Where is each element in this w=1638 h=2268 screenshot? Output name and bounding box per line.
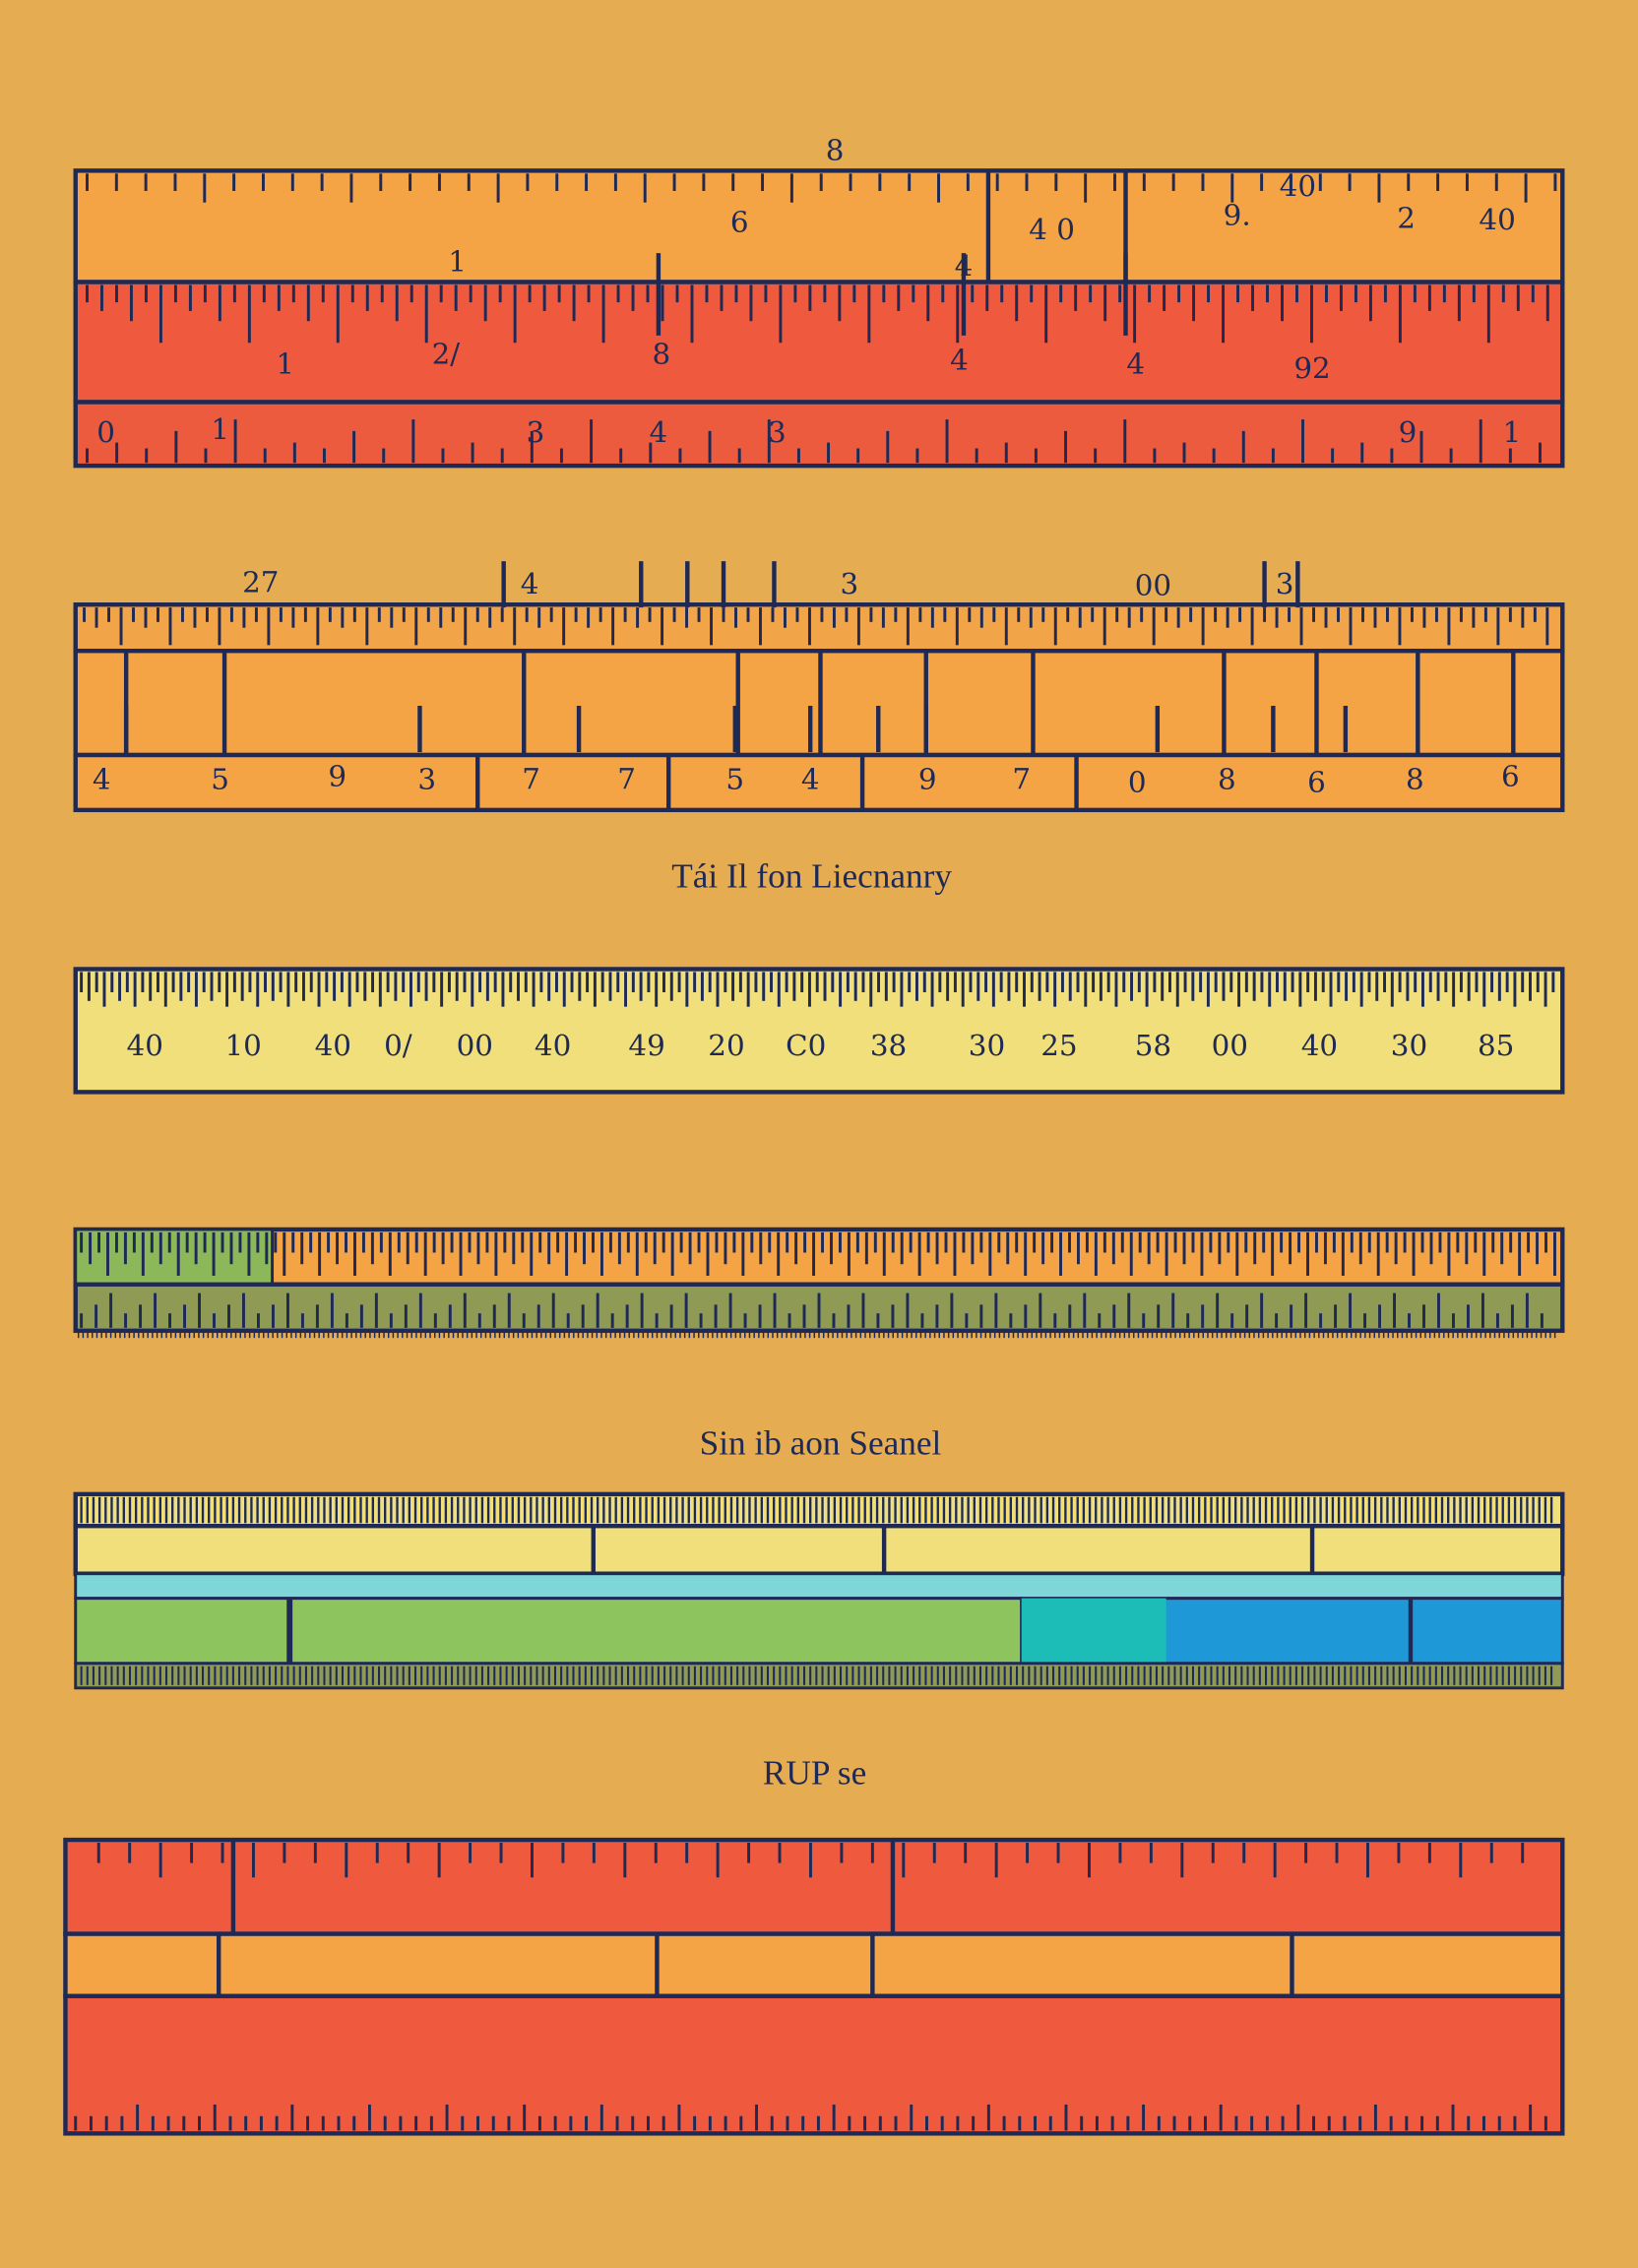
ruler-label: 1 <box>448 244 467 278</box>
ruler-label: 2 <box>1397 201 1416 234</box>
ruler-label: 8 <box>1218 762 1236 795</box>
ruler-label: 7 <box>522 762 540 795</box>
ruler-label: C0 <box>786 1029 826 1062</box>
ruler-label: 40 <box>315 1029 351 1062</box>
ruler-label: 30 <box>969 1029 1005 1062</box>
ruler-label: 58 <box>1135 1029 1171 1062</box>
ruler-label: 3 <box>527 415 545 449</box>
panel <box>63 1993 1565 2136</box>
ruler-label: 4 <box>93 762 111 795</box>
panel <box>73 168 1565 284</box>
ruler-label: 4 <box>1126 347 1145 381</box>
ruler-label: 49 <box>628 1029 664 1062</box>
ruler-label: 8 <box>652 337 670 370</box>
ruler-label: 0 <box>1128 765 1147 798</box>
ruler-label: 00 <box>1212 1029 1248 1062</box>
caption: Tái Il fon Liecnanry <box>671 856 952 895</box>
panel <box>73 1227 1565 1288</box>
ruler-label: 6 <box>730 206 749 239</box>
panel <box>74 1572 1564 1601</box>
ruler-label: 0/ <box>384 1029 412 1062</box>
ruler-label: 00 <box>1135 569 1171 602</box>
ruler-label: 20 <box>708 1029 744 1062</box>
ruler-label: 27 <box>242 566 279 599</box>
ruler-label: 25 <box>1040 1029 1077 1062</box>
panel <box>73 280 1565 405</box>
ruler-label: 8 <box>826 133 845 166</box>
ruler-label: 9 <box>1399 415 1418 449</box>
ruler-label: 9. <box>1224 198 1251 231</box>
ruler-label: 4 0 <box>1029 213 1075 246</box>
ruler-label: 3 <box>841 567 859 600</box>
ruler-label: 4 <box>650 415 668 449</box>
ruler-label: 4 <box>955 249 974 283</box>
panel <box>73 1524 1565 1576</box>
ruler-label: 5 <box>211 762 229 795</box>
ruler-label: 40 <box>1280 169 1316 203</box>
ruler-label: 7 <box>1012 762 1031 795</box>
ruler-label: 3 <box>1276 567 1294 600</box>
ruler-label: 6 <box>1307 765 1326 798</box>
ruler-label: 0 <box>96 415 115 449</box>
ruler-label: 40 <box>127 1029 163 1062</box>
panel <box>73 400 1565 469</box>
ruler-label: 3 <box>768 415 787 449</box>
ruler-label: 40 <box>1301 1029 1338 1062</box>
ruler-label: 40 <box>535 1029 571 1062</box>
ruler-label: 9 <box>918 762 937 795</box>
ruler-label: 2/ <box>432 337 461 370</box>
ruler-label: 1 <box>211 412 229 446</box>
ruler-label: 8 <box>1406 762 1424 795</box>
ruler-label: 38 <box>870 1029 907 1062</box>
ruler-label: 3 <box>417 762 436 795</box>
ruler-label: 30 <box>1391 1029 1427 1062</box>
ruler-label: 00 <box>457 1029 493 1062</box>
ruler-label: 5 <box>725 762 744 795</box>
panel <box>73 752 1565 813</box>
ruler-label: 85 <box>1478 1029 1514 1062</box>
panel <box>63 1931 1565 1998</box>
caption: RUP se <box>763 1754 866 1793</box>
ruler-label: 1 <box>1502 415 1521 449</box>
ruler-label: 10 <box>224 1029 261 1062</box>
panel <box>74 1228 275 1287</box>
ruler-label: 6 <box>1501 760 1520 793</box>
panel <box>1021 1598 1166 1664</box>
ruler-label: 40 <box>1479 203 1515 236</box>
ruler-label: 4 <box>801 762 820 795</box>
panel <box>74 1597 1024 1666</box>
ruler-label: 4 <box>521 567 539 600</box>
ruler-label: 1 <box>276 347 294 381</box>
ruler-label: 4 <box>950 343 969 376</box>
ruler-label: 7 <box>617 762 636 795</box>
ruler-label: 9 <box>328 760 346 793</box>
caption: Sin ib aon Seanel <box>700 1423 942 1462</box>
ruler-label: 92 <box>1293 351 1330 385</box>
